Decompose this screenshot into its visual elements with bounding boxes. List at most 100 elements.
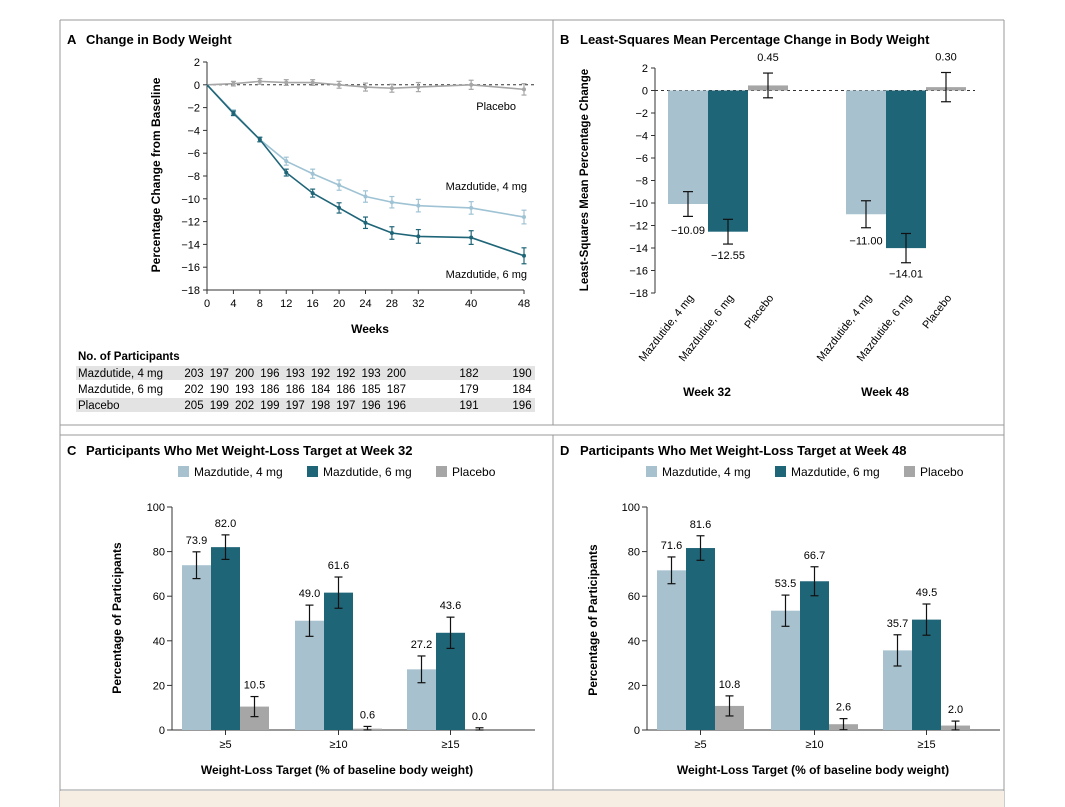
category-label: ≥5 (694, 739, 706, 751)
bar (324, 592, 353, 730)
data-label: 2.6 (836, 702, 851, 714)
y-tick-label: −14 (181, 239, 200, 251)
y-tick-label: 80 (628, 547, 640, 559)
x-tick-label: 8 (257, 298, 263, 310)
panel-d-xlabel: Weight-Loss Target (% of baseline body w… (677, 763, 949, 777)
y-tick-label: 2 (642, 63, 648, 75)
table-cell: 191 (459, 400, 478, 412)
table-cell: 196 (512, 400, 531, 412)
table-cell: 197 (210, 368, 229, 380)
panel-b-letter: B (560, 32, 569, 47)
x-tick-label: 24 (359, 298, 371, 310)
x-tick-label: 12 (280, 298, 292, 310)
data-point (337, 82, 342, 87)
table-rows: Mazdutide, 4 mg 203 197 200 196 193 192 192 193 2… (78, 368, 532, 412)
data-label: 0.30 (935, 52, 956, 64)
legend-swatch (178, 466, 189, 477)
bar (912, 619, 941, 730)
data-label: 49.5 (916, 587, 937, 599)
legend-label: Placebo (920, 465, 964, 479)
table-cell: 200 (387, 368, 406, 380)
x-tick-label: 20 (333, 298, 345, 310)
data-point (522, 215, 526, 220)
y-tick-label: 0 (634, 725, 640, 737)
figure-frame (59, 19, 1005, 807)
data-point (337, 183, 342, 188)
panel-a-ylabel: Percentage Change from Baseline (149, 77, 163, 272)
panel-b-chart: 20−2−4−6−8−10−12−14−16−18−10.09Mazdutide… (629, 52, 975, 364)
data-point (310, 80, 315, 85)
data-point (416, 203, 421, 208)
table-cell: 205 (184, 400, 203, 412)
table-cell: 199 (260, 400, 279, 412)
data-point (231, 81, 236, 86)
y-tick-label: 0 (159, 725, 165, 737)
table-cell: 192 (336, 368, 355, 380)
legend-swatch (436, 466, 447, 477)
table-cell: 186 (286, 384, 305, 396)
participants-table: No. of Participants Mazdutide, 4 mg 203 19… (76, 351, 535, 412)
table-cell: 199 (210, 400, 229, 412)
y-tick-label: −4 (187, 125, 200, 137)
panel-b-group-week32: Week 32 (683, 385, 731, 399)
data-point (389, 231, 394, 235)
data-point (284, 170, 289, 175)
y-tick-label: −8 (187, 171, 200, 183)
y-tick-label: −8 (635, 176, 648, 188)
category-label: ≥10 (805, 739, 823, 751)
table-cell: 186 (260, 384, 279, 396)
panel-c-letter: C (67, 443, 77, 458)
data-label: 53.5 (775, 578, 796, 590)
x-tick-label: 16 (307, 298, 319, 310)
panel-a-xlabel: Weeks (351, 322, 389, 336)
y-tick-label: −10 (629, 198, 648, 210)
data-point (389, 200, 394, 205)
data-label: −12.55 (711, 250, 745, 262)
table-cell: 196 (362, 400, 381, 412)
table-cell: 193 (235, 384, 254, 396)
table-cell: 193 (286, 368, 305, 380)
y-tick-label: −2 (635, 108, 648, 120)
y-tick-label: −12 (629, 221, 648, 233)
data-label: 0.45 (757, 52, 778, 64)
bar (240, 706, 269, 730)
bar (846, 90, 886, 215)
data-label: 27.2 (411, 639, 432, 651)
x-tick-label: 0 (204, 298, 210, 310)
panel-c-chart: 0 20 40 60 80 100 Mazdutide, 4 mg Mazdutide, 6 … (147, 465, 535, 751)
legend-swatch (307, 466, 318, 477)
table-cell: 187 (387, 384, 406, 396)
data-label: 10.5 (244, 680, 265, 692)
table-cell: 186 (336, 384, 355, 396)
data-point (522, 253, 526, 258)
table-cell: 196 (387, 400, 406, 412)
bar (668, 90, 708, 205)
y-tick-label: −2 (187, 103, 200, 115)
table-cell: 193 (362, 368, 381, 380)
legend-label: Mazdutide, 4 mg (662, 465, 751, 479)
data-point (231, 111, 236, 116)
y-tick-label: 80 (153, 547, 165, 559)
table-cell: 192 (311, 368, 330, 380)
panel-c-xlabel: Weight-Loss Target (% of baseline body w… (201, 763, 473, 777)
data-point (363, 85, 368, 90)
table-cell: 190 (512, 368, 531, 380)
y-tick-label: 0 (194, 80, 200, 92)
legend-label: Mazdutide, 4 mg (194, 465, 283, 479)
table-row-label: Mazdutide, 4 mg (78, 368, 163, 380)
data-label: 0.0 (472, 711, 487, 723)
category-label: ≥10 (329, 739, 347, 751)
panel-d-ylabel: Percentage of Participants (586, 544, 600, 696)
data-label: 43.6 (440, 600, 461, 612)
data-label: 10.8 (719, 679, 740, 691)
data-label: 35.7 (887, 618, 908, 630)
table-cell: 184 (512, 384, 532, 396)
table-cell: 203 (184, 368, 203, 380)
legend-label: Placebo (452, 465, 496, 479)
data-label: 71.6 (661, 540, 682, 552)
panel-d-letter: D (560, 443, 569, 458)
data-point (469, 205, 474, 210)
legend-swatch (904, 466, 915, 477)
panel-a-chart: 20−2−4−6−8−10−12−14−16−180 4 8 12 16 20 24 28 32… (181, 57, 534, 310)
